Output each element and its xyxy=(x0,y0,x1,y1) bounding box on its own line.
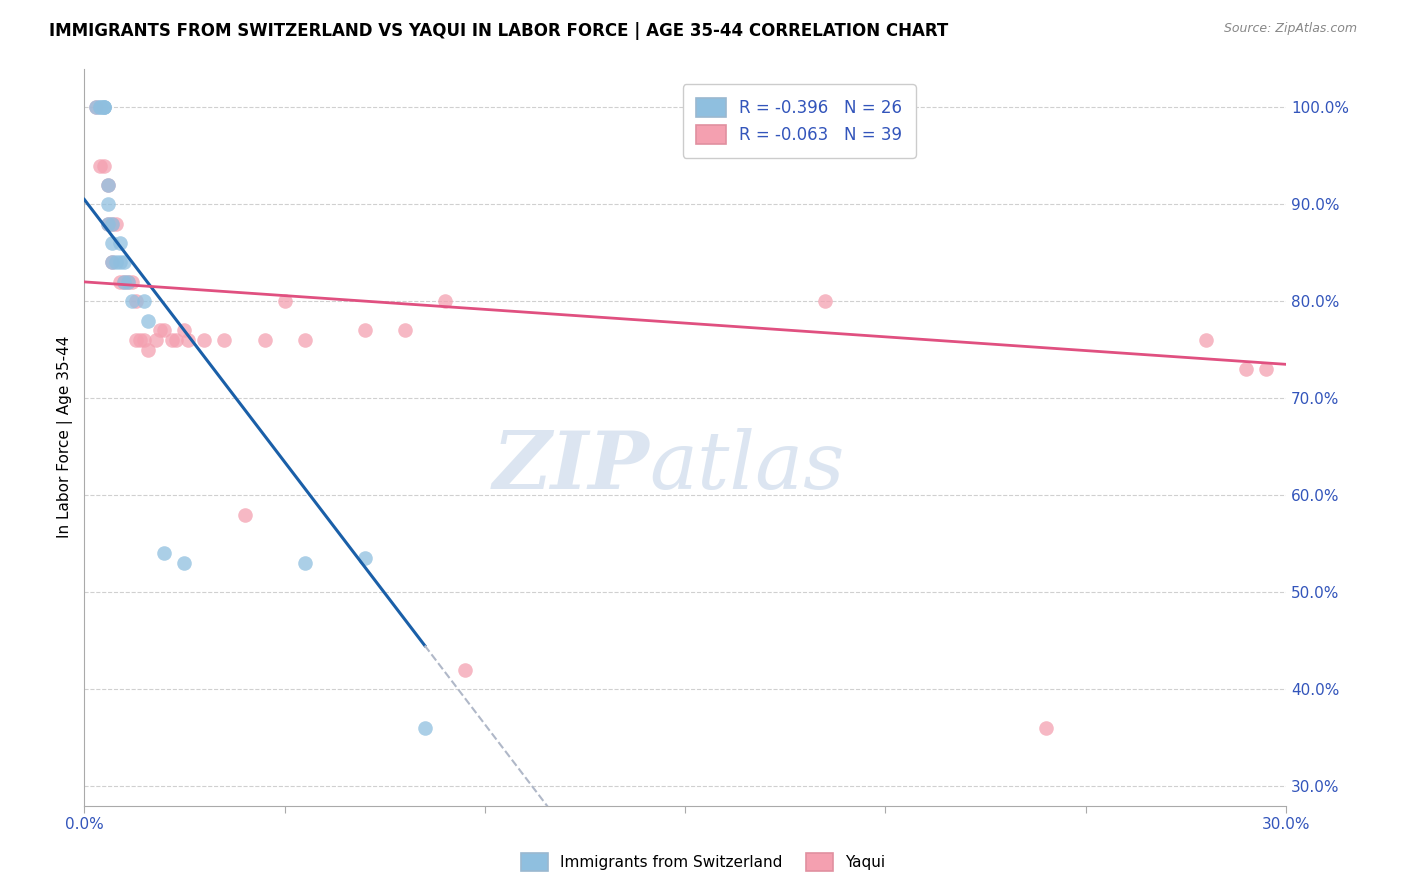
Point xyxy=(110,255,132,269)
Point xyxy=(89,100,111,114)
Point xyxy=(134,294,156,309)
Point xyxy=(93,100,115,114)
Point xyxy=(125,333,148,347)
Point xyxy=(1234,362,1257,376)
Text: atlas: atlas xyxy=(650,428,845,505)
Point xyxy=(97,178,120,192)
Point xyxy=(138,343,160,357)
Point xyxy=(125,294,148,309)
Point xyxy=(294,333,316,347)
Y-axis label: In Labor Force | Age 35-44: In Labor Force | Age 35-44 xyxy=(58,336,73,538)
Point xyxy=(294,556,316,570)
Point xyxy=(413,721,436,735)
Point xyxy=(153,546,176,560)
Point xyxy=(101,255,124,269)
Point xyxy=(454,663,477,677)
Point xyxy=(97,217,120,231)
Point xyxy=(101,255,124,269)
Text: Source: ZipAtlas.com: Source: ZipAtlas.com xyxy=(1223,22,1357,36)
Point xyxy=(134,333,156,347)
Point xyxy=(149,323,172,337)
Point xyxy=(117,275,139,289)
Point xyxy=(214,333,236,347)
Point xyxy=(89,100,111,114)
Point xyxy=(233,508,256,522)
Point xyxy=(97,217,120,231)
Point xyxy=(394,323,416,337)
Point xyxy=(173,323,195,337)
Text: IMMIGRANTS FROM SWITZERLAND VS YAQUI IN LABOR FORCE | AGE 35-44 CORRELATION CHAR: IMMIGRANTS FROM SWITZERLAND VS YAQUI IN … xyxy=(49,22,949,40)
Point xyxy=(138,314,160,328)
Point xyxy=(129,333,152,347)
Point xyxy=(84,100,107,114)
Point xyxy=(193,333,215,347)
Point xyxy=(121,275,143,289)
Point xyxy=(177,333,200,347)
Point xyxy=(101,217,124,231)
Point xyxy=(814,294,837,309)
Point xyxy=(112,255,135,269)
Point xyxy=(105,255,128,269)
Text: ZIP: ZIP xyxy=(492,428,650,505)
Point xyxy=(1195,333,1218,347)
Legend: R = -0.396   N = 26, R = -0.063   N = 39: R = -0.396 N = 26, R = -0.063 N = 39 xyxy=(683,84,915,158)
Point xyxy=(101,217,124,231)
Point xyxy=(101,236,124,251)
Point xyxy=(353,551,375,566)
Point xyxy=(89,159,111,173)
Point xyxy=(121,294,143,309)
Point xyxy=(117,275,139,289)
Point xyxy=(1035,721,1057,735)
Point xyxy=(110,236,132,251)
Point xyxy=(1254,362,1277,376)
Point xyxy=(93,100,115,114)
Point xyxy=(110,275,132,289)
Point xyxy=(145,333,167,347)
Point xyxy=(353,323,375,337)
Point xyxy=(165,333,187,347)
Point xyxy=(93,100,115,114)
Point xyxy=(433,294,456,309)
Point xyxy=(112,275,135,289)
Point xyxy=(173,556,195,570)
Point xyxy=(105,217,128,231)
Point xyxy=(112,275,135,289)
Point xyxy=(162,333,184,347)
Point xyxy=(84,100,107,114)
Point xyxy=(97,197,120,211)
Point xyxy=(253,333,276,347)
Point xyxy=(273,294,295,309)
Point xyxy=(93,159,115,173)
Legend: Immigrants from Switzerland, Yaqui: Immigrants from Switzerland, Yaqui xyxy=(515,847,891,877)
Point xyxy=(97,178,120,192)
Point xyxy=(153,323,176,337)
